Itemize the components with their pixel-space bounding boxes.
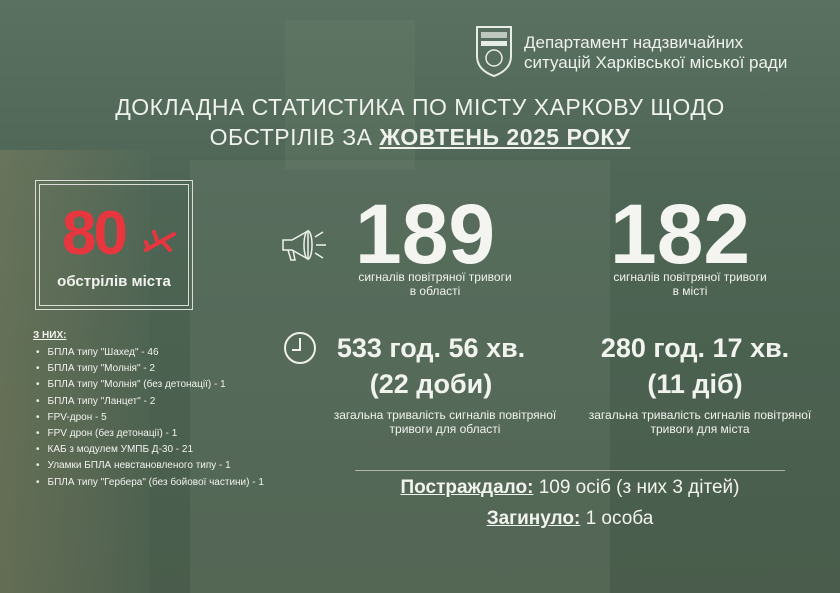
list-item: FPV дрон (без детонації) - 1: [36, 426, 264, 442]
list-item: БПЛА типу "Гербера" (без бойової частини…: [36, 475, 264, 491]
list-item: БПЛА типу "Молнія" (без детонації) - 1: [36, 377, 264, 393]
title-period: ЖОВТЕНЬ 2025 РОКУ: [379, 124, 631, 150]
region-duration-caption: загальна тривалість сигналів повітряної т…: [300, 408, 590, 436]
killed-label: Загинуло:: [486, 508, 581, 529]
city-duration-caption: загальна тривалість сигналів повітряної т…: [555, 408, 840, 436]
title-line-2: ОБСТРІЛІВ ЗА ЖОВТЕНЬ 2025 РОКУ: [0, 122, 840, 152]
caption-line: загальна тривалість сигналів повітряної: [588, 408, 812, 422]
caption-line: сигналів повітряної тривоги: [613, 270, 767, 284]
region-duration: 533 год. 56 хв. (22 доби): [322, 330, 540, 402]
page-title: ДОКЛАДНА СТАТИСТИКА ПО МІСТУ ХАРКОВУ ЩОД…: [0, 92, 840, 152]
department-line-2: ситуацій Харківської міської ради: [524, 53, 788, 72]
title-line-1: ДОКЛАДНА СТАТИСТИКА ПО МІСТУ ХАРКОВУ ЩОД…: [115, 94, 725, 120]
caption-line: в місті: [672, 284, 708, 298]
caption-line: тривоги для міста: [650, 422, 750, 436]
divider: [355, 470, 785, 471]
duration-line: 533 год. 56 хв.: [336, 333, 526, 363]
department-logo: [476, 26, 512, 78]
shelling-count: 80: [62, 199, 128, 268]
killed-stat: Загинуло: 1 особа: [355, 508, 785, 530]
title-prefix: ОБСТРІЛІВ ЗА: [209, 124, 380, 150]
city-alerts-caption: сигналів повітряної тривоги в місті: [585, 270, 795, 298]
breakdown-heading: З НИХ:: [33, 330, 67, 341]
shelling-label: обстрілів міста: [57, 273, 171, 290]
background-tower: [285, 20, 415, 170]
duration-days: (11 діб): [647, 369, 743, 399]
caption-line: загальна тривалість сигналів повітряної: [333, 408, 557, 422]
duration-line: 280 год. 17 хв.: [600, 333, 790, 363]
list-item: Уламки БПЛА невстановленого типу - 1: [36, 458, 264, 474]
clock-icon: [284, 332, 316, 364]
breakdown-list: БПЛА типу "Шахед" - 46 БПЛА типу "Молнія…: [36, 345, 264, 491]
killed-value: 1 особа: [580, 508, 654, 529]
duration-days: (22 доби): [369, 369, 493, 399]
city-alerts-count: 182: [610, 187, 751, 281]
injured-value: 109 осіб (з них 3 дітей): [533, 477, 740, 498]
injured-stat: Постраждало: 109 осіб (з них 3 дітей): [355, 477, 785, 499]
department-name: Департамент надзвичайних ситуацій Харків…: [524, 33, 787, 73]
megaphone-icon: [282, 229, 326, 261]
caption-line: тривоги для області: [389, 422, 501, 436]
department-line-1: Департамент надзвичайних: [524, 33, 744, 52]
plane-icon: [144, 230, 176, 252]
city-duration: 280 год. 17 хв. (11 діб): [565, 330, 825, 402]
list-item: FPV-дрон - 5: [36, 410, 264, 426]
caption-line: в області: [409, 284, 461, 298]
list-item: БПЛА типу "Шахед" - 46: [36, 345, 264, 361]
injured-label: Постраждало:: [400, 477, 534, 498]
list-item: БПЛА типу "Молнія" - 2: [36, 361, 264, 377]
region-alerts-count: 189: [355, 187, 496, 281]
region-alerts-caption: сигналів повітряної тривоги в області: [330, 270, 540, 298]
list-item: КАБ з модулем УМПБ Д-30 - 21: [36, 442, 264, 458]
list-item: БПЛА типу "Ланцет" - 2: [36, 394, 264, 410]
shelling-box: [35, 180, 193, 310]
caption-line: сигналів повітряної тривоги: [358, 270, 512, 284]
